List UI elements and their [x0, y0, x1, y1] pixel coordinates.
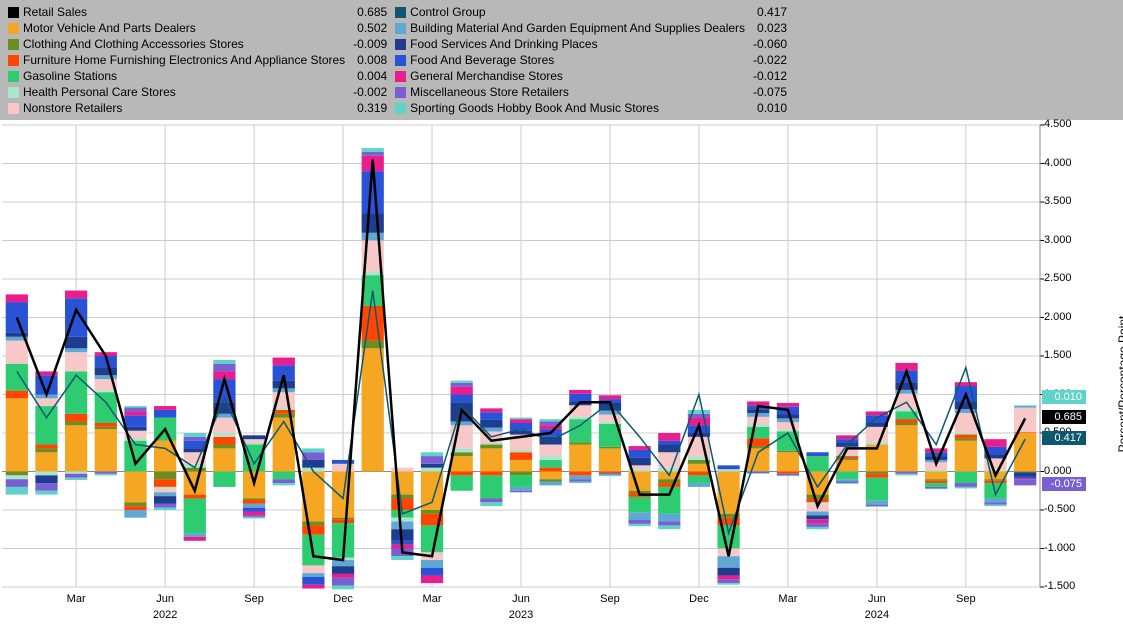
legend-label: Control Group	[410, 5, 485, 19]
legend-swatch	[395, 23, 406, 34]
legend-value: 0.417	[745, 5, 795, 19]
legend-value: -0.022	[745, 53, 795, 67]
legend-item: Gasoline Stations	[8, 68, 345, 84]
legend-value: 0.004	[345, 69, 395, 83]
xtick-label: Jun	[156, 593, 174, 605]
ytick-label: 2.500	[1044, 272, 1072, 284]
ytick-label: -1.500	[1044, 580, 1075, 592]
legend-swatch	[395, 103, 406, 114]
chart-area: Percent/Percentage Point -1.500 -1.000 -0.…	[0, 120, 1123, 633]
xtick-label: Mar	[423, 593, 442, 605]
ytick-label: 4.500	[1044, 118, 1072, 130]
legend-item: Building Material And Garden Equipment A…	[395, 20, 745, 36]
xtick-label: Mar	[778, 593, 797, 605]
legend-label: Sporting Goods Hobby Book And Music Stor…	[410, 101, 659, 115]
legend-item: Food Services And Drinking Places	[395, 36, 745, 52]
ytick-label: 3.500	[1044, 195, 1072, 207]
legend-label: Clothing And Clothing Accessories Stores	[23, 37, 244, 51]
value-callout: 0.010	[1042, 390, 1086, 404]
chart-container: Retail Sales Motor Vehicle And Parts Deal…	[0, 0, 1123, 633]
legend-label: Nonstore Retailers	[23, 101, 122, 115]
ytick-label: 3.000	[1044, 234, 1072, 246]
legend: Retail Sales Motor Vehicle And Parts Deal…	[0, 0, 1123, 120]
legend-item: Sporting Goods Hobby Book And Music Stor…	[395, 100, 745, 116]
legend-value: 0.023	[745, 21, 795, 35]
legend-value: 0.008	[345, 53, 395, 67]
legend-value: 0.319	[345, 101, 395, 115]
legend-label: Miscellaneous Store Retailers	[410, 85, 569, 99]
legend-swatch	[395, 55, 406, 66]
legend-swatch	[395, 7, 406, 18]
legend-value: -0.009	[345, 37, 395, 51]
ytick-label: 0.000	[1044, 465, 1072, 477]
legend-label: Motor Vehicle And Parts Dealers	[23, 21, 196, 35]
value-callout: 0.685	[1042, 410, 1086, 424]
xtick-label: Dec	[333, 593, 353, 605]
legend-item: Food And Beverage Stores	[395, 52, 745, 68]
ytick-label: -1.000	[1044, 542, 1075, 554]
legend-item: Furniture Home Furnishing Electronics An…	[8, 52, 345, 68]
legend-item: Clothing And Clothing Accessories Stores	[8, 36, 345, 52]
ytick-label: -0.500	[1044, 503, 1075, 515]
legend-label: Retail Sales	[23, 5, 87, 19]
xtick-label: Sep	[244, 593, 264, 605]
legend-swatch	[395, 87, 406, 98]
xtick-label: Jun	[512, 593, 530, 605]
legend-item: Motor Vehicle And Parts Dealers	[8, 20, 345, 36]
legend-swatch	[8, 7, 19, 18]
xtick-label: Dec	[689, 593, 709, 605]
legend-item: Control Group	[395, 4, 745, 20]
legend-item: General Merchandise Stores	[395, 68, 745, 84]
xtick-label: Jun	[868, 593, 886, 605]
legend-value: -0.075	[745, 85, 795, 99]
legend-swatch	[8, 87, 19, 98]
legend-swatch	[395, 39, 406, 50]
legend-swatch	[8, 55, 19, 66]
xtick-label: Sep	[600, 593, 620, 605]
legend-swatch	[8, 103, 19, 114]
legend-swatch	[8, 23, 19, 34]
legend-swatch	[8, 71, 19, 82]
chart-svg	[0, 120, 1123, 633]
legend-label: Health Personal Care Stores	[23, 85, 176, 99]
legend-label: Food Services And Drinking Places	[410, 37, 597, 51]
ytick-label: 2.000	[1044, 311, 1072, 323]
value-callout: 0.417	[1042, 431, 1086, 445]
xtick-year: 2022	[153, 609, 177, 621]
legend-swatch	[8, 39, 19, 50]
legend-value: 0.685	[345, 5, 395, 19]
legend-value: -0.012	[745, 69, 795, 83]
legend-value: 0.010	[745, 101, 795, 115]
legend-label: Furniture Home Furnishing Electronics An…	[23, 53, 345, 67]
ytick-label: 1.500	[1044, 349, 1072, 361]
legend-value: -0.002	[345, 85, 395, 99]
y-axis-label: Percent/Percentage Point	[1116, 315, 1123, 452]
legend-label: Food And Beverage Stores	[410, 53, 554, 67]
ytick-label: 4.000	[1044, 157, 1072, 169]
legend-item: Nonstore Retailers	[8, 100, 345, 116]
legend-item: Health Personal Care Stores	[8, 84, 345, 100]
legend-label: General Merchandise Stores	[410, 69, 563, 83]
legend-label: Building Material And Garden Equipment A…	[410, 21, 745, 35]
xtick-year: 2024	[865, 609, 889, 621]
legend-label: Gasoline Stations	[23, 69, 117, 83]
legend-swatch	[395, 71, 406, 82]
value-callout: -0.075	[1042, 477, 1086, 491]
legend-value: -0.060	[745, 37, 795, 51]
legend-item: Retail Sales	[8, 4, 345, 20]
xtick-label: Sep	[956, 593, 976, 605]
xtick-year: 2023	[509, 609, 533, 621]
legend-value: 0.502	[345, 21, 395, 35]
legend-item: Miscellaneous Store Retailers	[395, 84, 745, 100]
xtick-label: Mar	[67, 593, 86, 605]
